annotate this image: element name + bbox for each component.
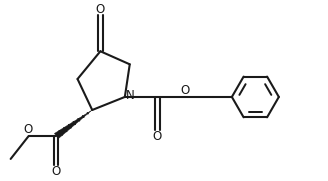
Text: O: O <box>96 3 105 16</box>
Text: N: N <box>126 89 135 102</box>
Text: O: O <box>23 123 32 136</box>
Text: O: O <box>153 130 162 143</box>
Text: O: O <box>181 84 190 97</box>
Polygon shape <box>54 110 92 139</box>
Text: O: O <box>52 165 61 178</box>
